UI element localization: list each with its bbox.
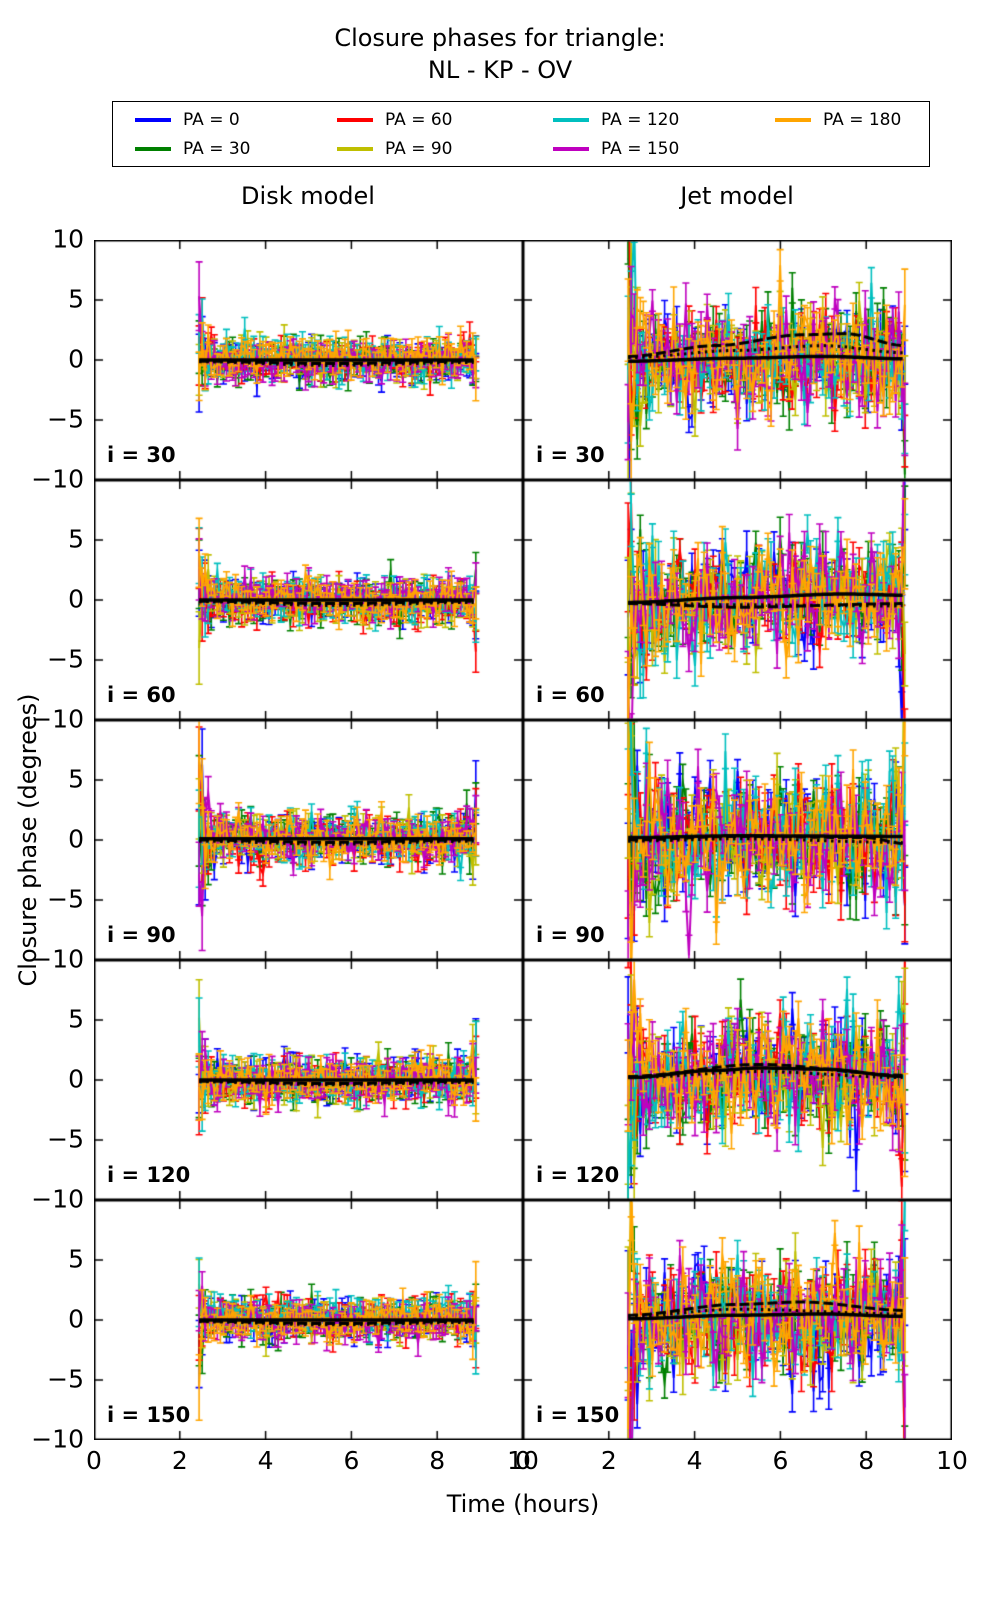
x-tick-label: 8 [429,1446,446,1475]
legend-line-swatch [135,147,171,151]
subplot-jet-i150 [523,1200,952,1440]
subplot-disk-i90 [94,720,523,960]
x-tick-label: 6 [772,1446,789,1475]
y-tick-label: −10 [31,1424,84,1454]
legend-label: PA = 30 [183,139,251,159]
legend-line-swatch [337,118,373,122]
x-tick-label: 4 [257,1446,274,1475]
legend-label: PA = 60 [385,110,453,130]
y-tick-label: 0 [68,1064,84,1094]
subplot-disk-i30 [94,240,523,480]
figure-title-line2: NL - KP - OV [427,56,573,84]
x-tick-label: 10 [936,1446,968,1475]
subplot-jet-i30 [523,240,952,480]
subplot-jet-i90 [523,720,952,960]
legend-label: PA = 150 [601,139,680,159]
x-tick-label: 6 [343,1446,360,1475]
x-tick-label: 2 [171,1446,188,1475]
legend-item-pa-pa-pa-pa-pa-60: PA = 60 [337,108,452,132]
legend-item-pa-pa-pa-pa-pa-30: PA = 30 [135,137,250,161]
subplot-disk-i120 [94,960,523,1200]
x-tick-label: 8 [858,1446,875,1475]
legend-line-swatch [775,118,811,122]
y-tick-label: −10 [31,944,84,974]
legend-label: PA = 180 [823,110,902,130]
y-tick-label: 10 [52,224,84,254]
column-title-disk-model: Disk model [241,182,375,210]
legend-label: PA = 0 [183,110,240,130]
legend-item-pa-pa-pa-pa-pa-180: PA = 180 [775,108,901,132]
y-tick-label: −5 [47,1124,84,1154]
legend-item-pa-pa-pa-pa-pa-90: PA = 90 [337,137,452,161]
legend-label: PA = 120 [601,110,680,130]
y-tick-label: 0 [68,584,84,614]
y-tick-label: −10 [31,1184,84,1214]
x-tick-label: 10 [507,1446,539,1475]
x-tick-label: 2 [600,1446,617,1475]
subplot-jet-i120 [523,960,952,1200]
x-tick-label: 4 [686,1446,703,1475]
figure-title-line1: Closure phases for triangle: [334,24,666,52]
subplot-jet-i60 [523,480,952,720]
x-tick-label: 0 [86,1446,102,1475]
y-tick-label: −5 [47,884,84,914]
column-title-jet-model: Jet model [680,182,794,210]
legend: PA = 0 PA = 30 PA = 60 PA = 90 PA = 120 PA = … [112,101,930,167]
legend-line-swatch [553,118,589,122]
legend-line-swatch [135,118,171,122]
legend-item-pa-pa-pa-pa-pa-120: PA = 120 [553,108,679,132]
legend-item-pa-pa-pa-pa-pa-0: PA = 0 [135,108,240,132]
x-tick-label: 0 [515,1446,531,1475]
y-tick-label: 5 [68,1004,84,1034]
legend-item-pa-pa-pa-pa-pa-150: PA = 150 [553,137,679,161]
y-tick-label: 0 [68,344,84,374]
y-tick-label: −5 [47,1364,84,1394]
y-tick-label: 0 [68,824,84,854]
y-tick-label: −5 [47,404,84,434]
legend-label: PA = 90 [385,139,453,159]
y-tick-label: 5 [68,284,84,314]
x-axis-label: Time (hours) [446,1490,600,1518]
y-tick-label: −10 [31,464,84,494]
subplot-disk-i60 [94,480,523,720]
y-tick-label: −10 [31,704,84,734]
subplot-disk-i150 [94,1200,523,1440]
y-tick-label: 5 [68,524,84,554]
y-tick-label: 0 [68,1304,84,1334]
legend-line-swatch [553,147,589,151]
y-tick-label: 5 [68,1244,84,1274]
legend-line-swatch [337,147,373,151]
y-tick-label: 5 [68,764,84,794]
y-tick-label: −5 [47,644,84,674]
